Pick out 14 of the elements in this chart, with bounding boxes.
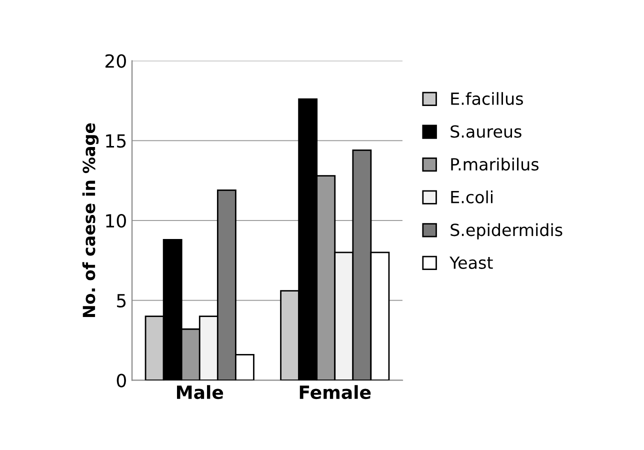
legend-label: E.coli (451, 190, 492, 204)
y-tick-label: 0 (116, 374, 126, 388)
x-tick-label: Male (177, 385, 224, 400)
legend-label: S.aureus (450, 125, 522, 138)
legend-label: Yeast (450, 256, 493, 269)
x-tick-label: Female (300, 385, 371, 400)
y-tick-label: 10 (106, 214, 126, 228)
y-tick-label: 20 (106, 54, 126, 68)
legend-label: E.facillus (451, 92, 523, 106)
legend-label: S.epidermidis (450, 223, 562, 240)
y-tick-label: 5 (117, 294, 126, 308)
y-axis-title: No. of caese in %age (82, 123, 99, 317)
legend-label: P.maribilus (451, 158, 539, 171)
y-tick-label: 15 (106, 134, 126, 148)
